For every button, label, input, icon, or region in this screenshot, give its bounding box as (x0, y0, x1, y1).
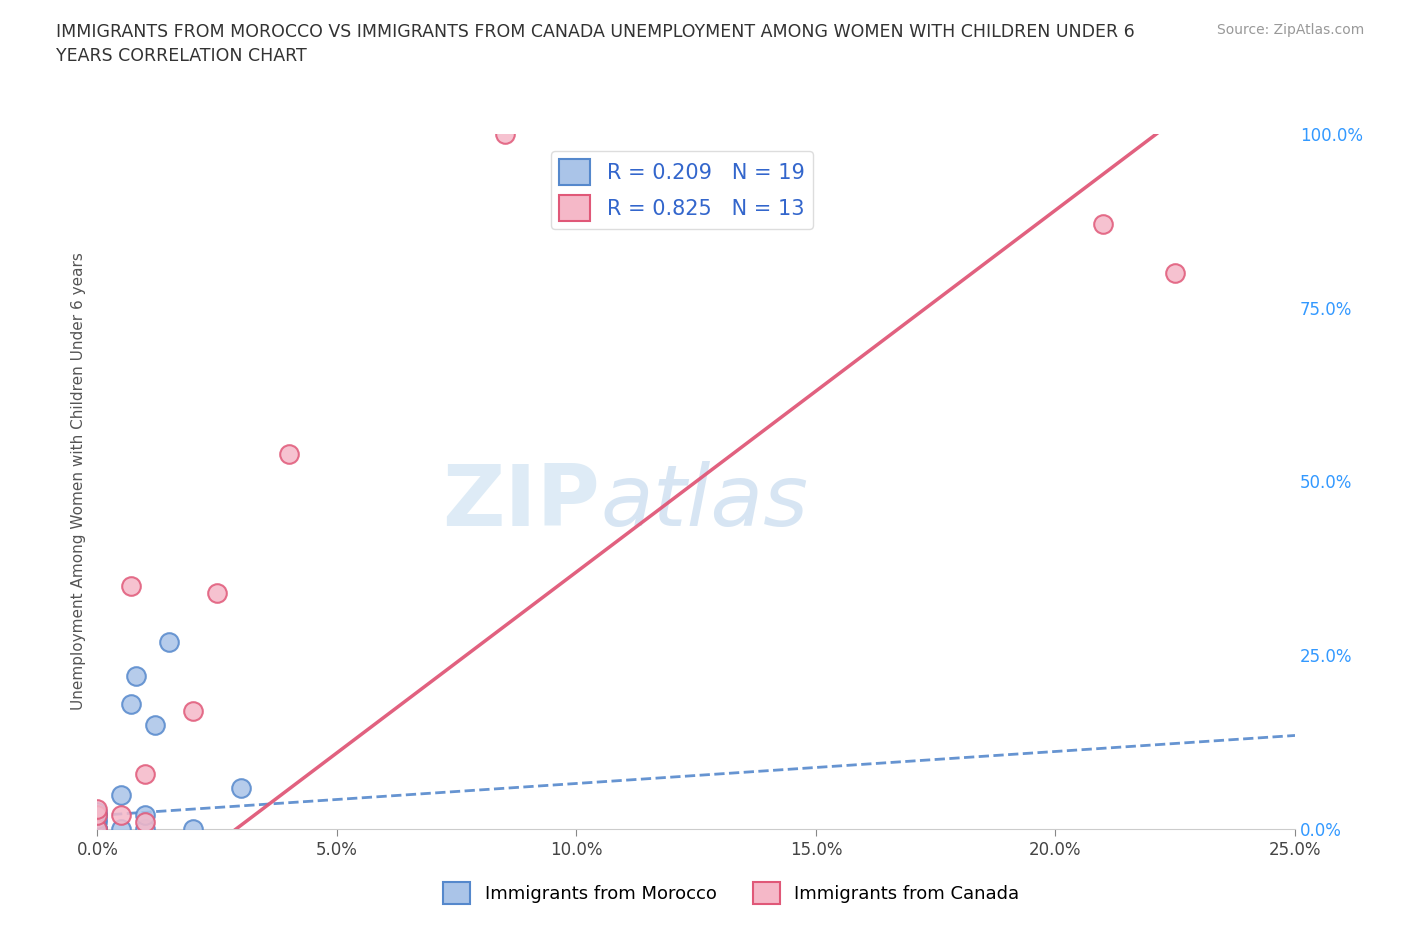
Point (1164, 265, 1187, 280)
Point (134, 822, 156, 837)
Point (86, 822, 108, 837)
Point (110, 822, 132, 837)
Text: ZIP: ZIP (443, 461, 600, 544)
Point (181, 704, 204, 719)
Text: IMMIGRANTS FROM MOROCCO VS IMMIGRANTS FROM CANADA UNEMPLOYMENT AMONG WOMEN WITH : IMMIGRANTS FROM MOROCCO VS IMMIGRANTS FR… (56, 23, 1135, 65)
Legend: Immigrants from Morocco, Immigrants from Canada: Immigrants from Morocco, Immigrants from… (436, 875, 1026, 911)
Point (134, 815, 156, 830)
Point (86, 822, 108, 837)
Point (120, 578, 142, 593)
Point (134, 808, 156, 823)
Point (86, 822, 108, 837)
Point (86, 822, 108, 837)
Point (205, 585, 228, 600)
Point (86, 801, 108, 816)
Point (86, 804, 108, 819)
Point (157, 634, 180, 649)
Point (229, 780, 252, 795)
Point (181, 822, 204, 837)
Point (143, 718, 166, 733)
Text: atlas: atlas (600, 461, 808, 544)
Point (110, 808, 132, 823)
Text: Source: ZipAtlas.com: Source: ZipAtlas.com (1216, 23, 1364, 37)
Y-axis label: Unemployment Among Women with Children Under 6 years: Unemployment Among Women with Children U… (72, 253, 86, 711)
Point (1092, 217, 1115, 232)
Point (134, 766, 156, 781)
Point (278, 446, 301, 461)
Point (86, 808, 108, 823)
Point (86, 812, 108, 827)
Point (86, 815, 108, 830)
Point (120, 697, 142, 711)
Point (494, 126, 516, 141)
Point (86, 822, 108, 837)
Point (86, 808, 108, 823)
Point (86, 822, 108, 837)
Legend: R = 0.209   N = 19, R = 0.825   N = 13: R = 0.209 N = 19, R = 0.825 N = 13 (551, 151, 813, 229)
Point (124, 669, 146, 684)
Point (110, 787, 132, 802)
